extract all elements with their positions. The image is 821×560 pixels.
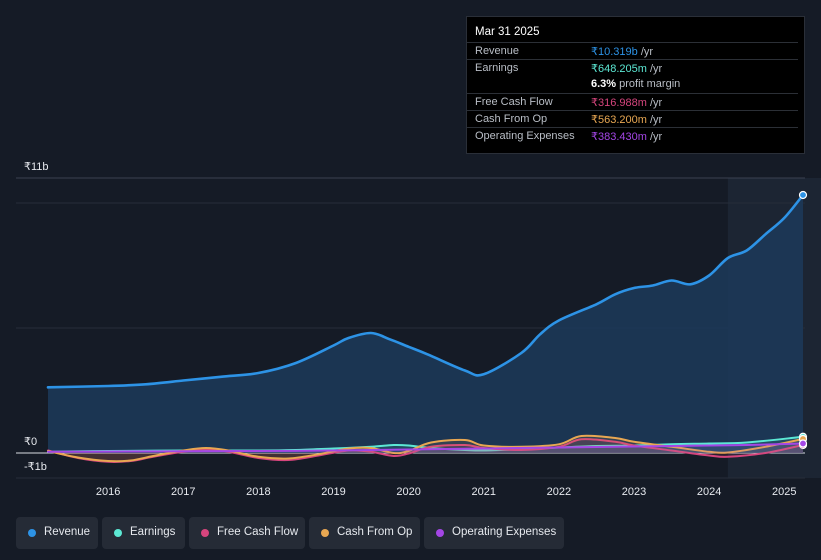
endpoint-operating_expenses (798, 439, 808, 448)
opex-value: ₹383.430m (591, 131, 647, 143)
tooltip-profit-margin: 6.3% profit margin (591, 78, 680, 90)
x-tick-label: 2017 (171, 486, 195, 498)
line-cash_from_op (47, 434, 804, 463)
legend-item-revenue[interactable]: Revenue (16, 517, 98, 549)
tooltip-label: Earnings (475, 62, 519, 74)
tooltip-row-cash-from-op: Cash From Op ₹563.200m /yr (467, 110, 798, 128)
y-label-min: -₹1b (24, 461, 47, 473)
line-free_cash_flow (47, 438, 804, 463)
x-tick-label: 2019 (321, 486, 345, 498)
x-tick-label: 2018 (246, 486, 270, 498)
legend-item-operating-expenses[interactable]: Operating Expenses (424, 517, 564, 549)
x-tick-label: 2016 (96, 486, 120, 498)
legend-dot-icon (201, 529, 209, 537)
legend-label: Cash From Op (337, 526, 413, 538)
y-label-max: ₹11b (24, 161, 49, 173)
tooltip-label: Operating Expenses (475, 130, 575, 142)
area-operating_expenses (48, 443, 803, 453)
unit: /yr (637, 46, 654, 58)
x-tick-label: 2021 (471, 486, 495, 498)
endpoint-revenue (798, 190, 808, 200)
tooltip-value: ₹316.988m /yr (591, 96, 662, 109)
legend-label: Revenue (44, 526, 91, 538)
tooltip-value: ₹10.319b /yr (591, 45, 653, 58)
line-revenue (46, 193, 805, 389)
legend-item-cash-from-op[interactable]: Cash From Op (309, 517, 420, 549)
tooltip-row-free-cash-flow: Free Cash Flow ₹316.988m /yr (467, 93, 798, 111)
unit: /yr (646, 114, 663, 126)
area-free_cash_flow (48, 439, 803, 463)
fcf-value: ₹316.988m (591, 97, 647, 109)
hover-tooltip: Mar 31 2025 Revenue ₹10.319b /yr Earning… (466, 16, 805, 154)
earnings-value: ₹648.205m (591, 63, 647, 75)
tooltip-row-revenue: Revenue ₹10.319b /yr (467, 42, 798, 60)
y-label-zero: ₹0 (24, 436, 37, 448)
tooltip-row-earnings: Earnings ₹648.205m /yr (467, 59, 798, 77)
area-revenue (48, 195, 803, 453)
tooltip-row-operating-expenses: Operating Expenses ₹383.430m /yr (467, 127, 798, 145)
legend-item-earnings[interactable]: Earnings (102, 517, 185, 549)
tooltip-label: Revenue (475, 45, 520, 57)
legend-dot-icon (114, 529, 122, 537)
x-tick-label: 2025 (772, 486, 796, 498)
x-tick-label: 2022 (547, 486, 571, 498)
legend-label: Operating Expenses (452, 526, 557, 538)
legend-label: Earnings (130, 526, 176, 538)
unit: /yr (646, 131, 663, 143)
legend-dot-icon (28, 529, 36, 537)
legend-dot-icon (436, 529, 444, 537)
tooltip-date: Mar 31 2025 (475, 26, 540, 38)
legend-dot-icon (321, 529, 329, 537)
unit: /yr (646, 97, 663, 109)
revenue-value: ₹10.319b (591, 46, 638, 58)
x-tick-label: 2024 (697, 486, 721, 498)
unit: /yr (646, 63, 663, 75)
profit-margin-value: 6.3% (591, 78, 617, 90)
tooltip-value: ₹648.205m /yr (591, 62, 662, 75)
legend-label: Free Cash Flow (217, 526, 299, 538)
line-operating_expenses (47, 442, 804, 453)
series-layer (46, 190, 808, 463)
tooltip-label: Free Cash Flow (475, 96, 553, 108)
cfo-value: ₹563.200m (591, 114, 647, 126)
area-earnings (48, 436, 803, 453)
axis-label-layer: ₹11b ₹0 -₹1b (24, 161, 49, 473)
profit-margin-label: profit margin (616, 78, 681, 90)
tooltip-value: ₹563.200m /yr (591, 113, 662, 126)
x-axis-ticks: 2016 2017 2018 2019 2020 2021 2022 2023 2024 2025 (96, 486, 797, 498)
tooltip-value: ₹383.430m /yr (591, 130, 662, 143)
legend-item-free-cash-flow[interactable]: Free Cash Flow (189, 517, 305, 549)
x-tick-label: 2020 (396, 486, 420, 498)
tooltip-label: Cash From Op (475, 113, 548, 125)
x-tick-label: 2023 (622, 486, 646, 498)
